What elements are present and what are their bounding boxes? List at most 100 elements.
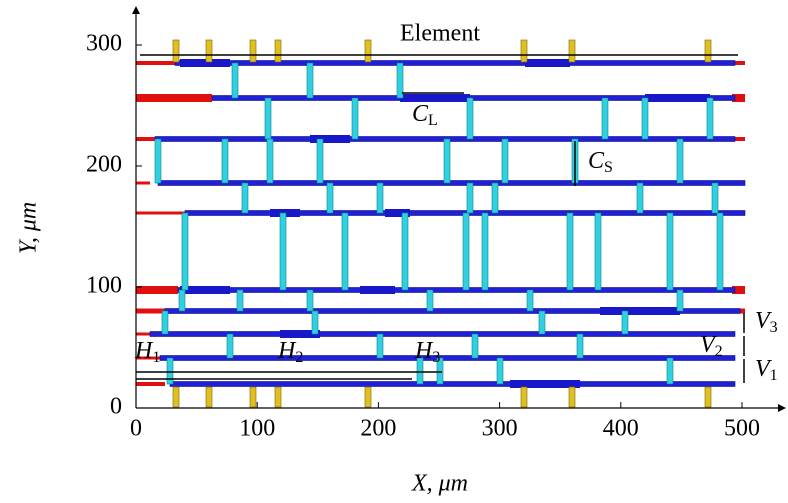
- via: [443, 138, 451, 184]
- x-tick-label: 500: [724, 416, 760, 442]
- via: [462, 212, 470, 291]
- red-wire: [732, 61, 745, 65]
- pin: [205, 386, 213, 408]
- pin: [249, 386, 257, 408]
- via: [221, 138, 229, 184]
- v3-label: V3: [755, 308, 778, 336]
- pin: [249, 39, 257, 63]
- symbol: H: [414, 338, 434, 364]
- red-wire: [136, 308, 165, 314]
- symbol: C: [412, 101, 429, 127]
- via: [376, 182, 384, 214]
- via: [601, 97, 609, 140]
- via: [594, 212, 602, 291]
- x-tick-label: 0: [130, 416, 142, 442]
- via: [396, 62, 404, 99]
- red-wire: [136, 211, 185, 215]
- pin: [704, 39, 712, 63]
- pin: [364, 39, 372, 63]
- via: [711, 182, 719, 214]
- blue-wire: [149, 331, 736, 337]
- y-tick-label: 200: [86, 152, 122, 178]
- blue-wire: [211, 95, 736, 101]
- pin: [172, 39, 180, 63]
- via: [311, 310, 319, 335]
- via: [666, 212, 674, 291]
- subscript: 1: [770, 367, 778, 384]
- axes: [132, 6, 786, 412]
- symbol: V: [755, 356, 772, 382]
- subscript: 2: [295, 349, 303, 366]
- red-wire: [136, 94, 212, 102]
- red-wire: [136, 332, 150, 336]
- pin: [274, 386, 282, 408]
- symbol: V: [755, 308, 772, 334]
- blue-wire-wide: [280, 330, 320, 338]
- v1-label: V1: [755, 356, 778, 384]
- via: [341, 212, 349, 291]
- via: [706, 97, 714, 140]
- via: [154, 138, 162, 184]
- via: [621, 310, 629, 335]
- pin: [205, 39, 213, 63]
- via: [241, 182, 249, 214]
- blue-wire-wide: [180, 59, 230, 67]
- via: [566, 212, 574, 291]
- blue-wire-wide: [310, 135, 350, 143]
- via: [676, 289, 684, 312]
- via: [351, 97, 359, 140]
- via: [466, 97, 474, 140]
- blue-wire-wide: [600, 307, 680, 315]
- symbol: C: [588, 148, 605, 174]
- blue-wire-wide: [645, 94, 710, 102]
- via: [636, 182, 644, 214]
- subscript: L: [428, 112, 438, 129]
- x-tick-label: 200: [360, 416, 396, 442]
- x-tick-label: 300: [482, 416, 518, 442]
- red-wire: [136, 382, 165, 386]
- pin: [274, 39, 282, 63]
- blue-wire: [169, 381, 736, 387]
- via: [641, 97, 649, 140]
- via: [576, 333, 584, 359]
- blue-wire-wide: [525, 59, 570, 67]
- via: [181, 212, 189, 291]
- y-axis-label: Y, μm: [16, 202, 42, 255]
- symbol: H: [277, 338, 297, 364]
- y-tick-label: 0: [110, 394, 122, 420]
- blue-wire-wide: [180, 286, 230, 294]
- via: [266, 138, 274, 184]
- pin: [704, 386, 712, 408]
- via: [306, 62, 314, 99]
- red-wire: [732, 137, 745, 141]
- via: [426, 289, 434, 312]
- red-wire: [732, 94, 745, 102]
- blue-wire-wide: [400, 94, 470, 102]
- subscript: 3: [770, 319, 778, 336]
- v2-label: V2: [700, 332, 723, 360]
- x-axis-arrow: [778, 404, 786, 412]
- via: [538, 310, 546, 335]
- via: [306, 289, 314, 312]
- y-axis-arrow: [132, 6, 140, 14]
- via: [316, 138, 324, 184]
- x-tick-label: 400: [603, 416, 639, 442]
- via: [226, 333, 234, 359]
- cs-label: CS: [588, 148, 613, 176]
- h1-label: H1: [134, 338, 160, 366]
- blue-wire-wide: [510, 380, 580, 388]
- via: [481, 212, 489, 291]
- y-tick-label: 300: [86, 31, 122, 57]
- via: [501, 138, 509, 184]
- wire-layout: [136, 39, 746, 408]
- red-wire: [136, 181, 150, 185]
- subscript: 1: [152, 349, 160, 366]
- via: [676, 138, 684, 184]
- subscript: S: [604, 159, 613, 176]
- via: [231, 62, 239, 99]
- via: [496, 357, 504, 385]
- pin: [568, 386, 576, 408]
- via: [279, 212, 287, 291]
- via: [401, 212, 409, 291]
- blue-wire-wide: [385, 209, 410, 217]
